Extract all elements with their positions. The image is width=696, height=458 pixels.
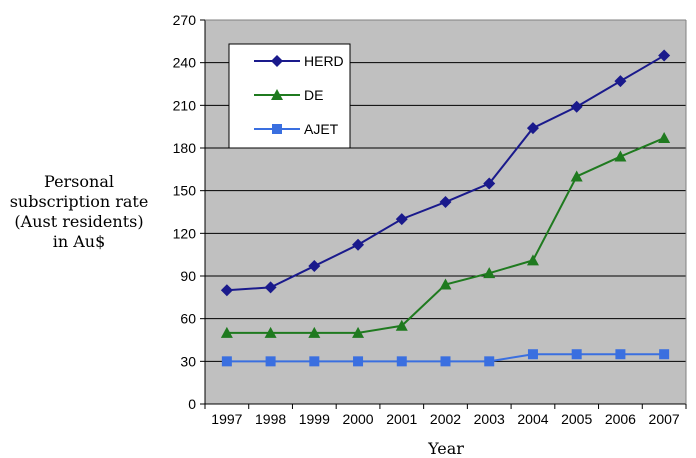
x-tick-label: 2007 [649,411,680,427]
data-point [570,100,583,113]
data-point [395,319,408,331]
y-tick-label: 120 [173,225,197,241]
y-axis-title-line: in Au$ [52,232,106,251]
legend-marker [271,89,283,100]
series-de [220,132,671,338]
data-point [439,196,452,209]
legend: HERD DE AJET [228,43,351,149]
y-tick-label: 60 [180,311,196,327]
data-point [220,284,233,297]
data-point [483,177,496,190]
y-tick-label: 90 [180,268,196,284]
x-tick-label: 1998 [255,411,286,427]
legend-item-de: DE [254,87,323,103]
y-tick-label: 150 [173,183,197,199]
y-tick-label: 270 [173,12,197,28]
data-point [352,326,365,338]
y-axis-title-line: Personal [44,172,114,191]
legend-label: DE [304,87,323,103]
series-group [220,49,671,367]
x-tick-label: 2002 [430,411,461,427]
legend-marker [272,124,282,134]
data-point [483,267,496,279]
axes: 0 30 60 90 120 150 180 210 240 270 1997 1998 1999 200… [173,12,687,427]
data-point [614,150,627,162]
x-tick-label: 2005 [561,411,592,427]
data-point [395,213,408,226]
data-point [353,356,364,367]
y-tick-label: 210 [173,97,197,113]
legend-marker [271,55,283,67]
data-point [527,349,538,360]
data-point [526,122,539,135]
legend-item-herd: HERD [254,53,344,69]
legend-label: HERD [304,53,344,69]
data-point [439,278,452,290]
data-point [396,356,407,367]
data-point [440,356,451,367]
data-point [221,356,232,367]
data-point [614,75,627,88]
data-point [352,238,365,251]
x-tick-label: 1997 [211,411,242,427]
y-tick-label: 180 [173,140,197,156]
x-tick-label: 2001 [386,411,417,427]
data-point [571,349,582,360]
x-tick-label: 1999 [299,411,330,427]
data-point [658,49,671,62]
legend-item-ajet: AJET [254,121,339,137]
data-point [308,326,321,338]
x-tick-label: 2003 [474,411,505,427]
data-point [309,356,320,367]
x-axis-title: Year [427,439,464,458]
data-point [265,356,276,367]
y-axis-title-line: (Aust residents) [14,212,144,231]
y-tick-label: 30 [180,353,196,369]
data-point [264,281,277,294]
data-point [484,356,495,367]
data-point [526,254,539,266]
data-point [264,326,277,338]
data-point [570,170,583,182]
series-herd [220,49,671,297]
data-point [615,349,626,360]
y-axis-title: Personal subscription rate (Aust residen… [4,172,154,252]
legend-label: AJET [304,121,339,137]
data-point [659,349,670,360]
y-tick-label: 240 [173,55,197,71]
data-point [308,260,321,273]
series-ajet [221,349,670,367]
data-point [220,326,233,338]
y-tick-label: 0 [188,396,196,412]
data-point [658,132,671,144]
x-tick-label: 2004 [517,411,548,427]
y-axis-title-line: subscription rate [9,192,149,211]
x-tick-label: 2006 [605,411,636,427]
x-tick-label: 2000 [342,411,373,427]
